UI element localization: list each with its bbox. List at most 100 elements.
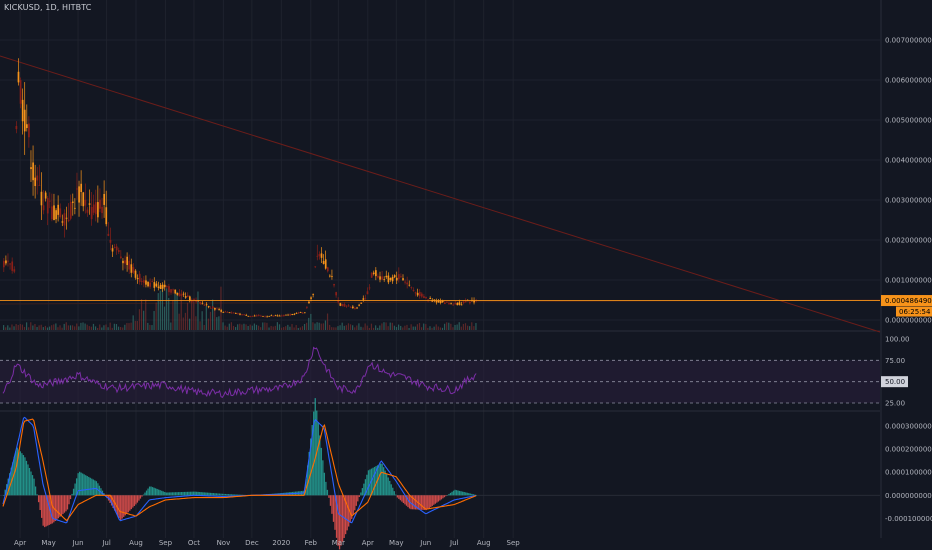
trendline [0, 55, 881, 333]
candle-body [364, 298, 367, 300]
rsi-line [2, 346, 477, 399]
macd-histogram-bar [88, 476, 90, 496]
volume-bar [101, 327, 103, 330]
candle-body [176, 292, 179, 295]
macd-histogram-bar [383, 467, 385, 496]
volume-bar [398, 324, 400, 330]
candle-body [406, 282, 409, 285]
macd-histogram-bar [63, 495, 66, 513]
candle-body [370, 272, 373, 278]
candle-body [368, 287, 371, 289]
price-axis-tick-label: 0.0050000000 [885, 117, 932, 125]
candle-body [435, 300, 438, 303]
macd-histogram-bar [130, 495, 132, 510]
macd-histogram-bar [22, 455, 25, 496]
volume-bar [109, 322, 111, 330]
candle-body [36, 175, 39, 181]
candle-body [418, 291, 421, 297]
macd-histogram-bar [136, 495, 139, 503]
macd-histogram-bar [91, 478, 93, 496]
candle-body [343, 303, 346, 307]
macd-histogram-bar [413, 495, 415, 510]
candle-body [264, 316, 266, 318]
candle-body [358, 304, 360, 306]
macd-histogram-bar [164, 491, 166, 496]
volume-bar [347, 323, 350, 330]
candle-body [349, 306, 352, 308]
macd-histogram-bar [325, 481, 327, 496]
volume-bar [421, 327, 423, 330]
volume-bar [105, 324, 107, 330]
candle-body [84, 199, 87, 206]
candle-body [362, 298, 365, 300]
macd-histogram-bar [332, 495, 335, 522]
macd-histogram-bar [437, 495, 440, 502]
volume-bar [117, 326, 120, 330]
volume-bar [264, 322, 266, 330]
candle-body [140, 281, 143, 282]
macd-histogram-bar [34, 486, 37, 496]
macd-histogram-bar [45, 495, 47, 527]
rsi-axis-tick-label: 100.00 [885, 336, 910, 344]
candle-body [214, 308, 216, 310]
volume-bar [94, 326, 97, 330]
macd-histogram-bar [202, 492, 204, 496]
volume-bar [184, 312, 187, 330]
macd-histogram-bar [21, 453, 23, 496]
candle-body [107, 233, 110, 236]
volume-bar [389, 322, 391, 330]
volume-bar [381, 323, 383, 330]
candle-body [391, 276, 394, 282]
volume-bar [289, 326, 291, 330]
macd-histogram-bar [320, 447, 322, 496]
macd-histogram-bar [349, 495, 351, 523]
volume-bar [65, 322, 67, 330]
volume-bar [243, 323, 245, 330]
volume-bar [214, 307, 216, 330]
time-axis-label: Apr [14, 539, 26, 547]
candle-body [109, 239, 112, 243]
volume-bar [103, 325, 105, 330]
macd-histogram-bar [65, 495, 67, 512]
candle-body [375, 270, 377, 277]
candle-body [42, 205, 45, 211]
volume-bar [234, 327, 237, 330]
volume-bar [358, 323, 360, 330]
volume-bar [435, 324, 437, 330]
macd-histogram-bar [118, 495, 120, 519]
volume-bar [61, 327, 63, 330]
macd-histogram-bar [62, 495, 64, 515]
candle-body [128, 260, 131, 270]
macd-histogram-bar [3, 495, 5, 496]
candle-body [55, 210, 57, 220]
macd-histogram-bar [189, 491, 192, 496]
volume-bar [157, 293, 159, 330]
macd-histogram-bar [361, 488, 364, 496]
candle-body [94, 202, 97, 215]
time-axis-label: 2020 [272, 539, 290, 547]
volume-bar [5, 327, 7, 330]
macd-histogram-bar [340, 495, 342, 546]
candle-body [421, 293, 423, 297]
volume-bar [130, 322, 132, 330]
macd-histogram-bar [16, 447, 18, 496]
macd-histogram-bar [135, 495, 137, 505]
candle-body [314, 266, 317, 268]
macd-histogram-bar [150, 486, 152, 496]
candle-body [352, 306, 354, 309]
volume-bar [335, 327, 337, 330]
volume-bar [324, 320, 327, 330]
macd-histogram-bar [25, 460, 28, 496]
candle-body [410, 287, 413, 288]
candle-body [46, 198, 49, 214]
price-axis-tick-label: 0.0060000000 [885, 77, 932, 85]
macd-histogram-bar [343, 495, 345, 538]
macd-histogram-bar [446, 495, 449, 496]
macd-histogram-bar [430, 495, 432, 507]
volume-bar [59, 325, 61, 330]
price-axis-tick-label: 0.0030000000 [885, 197, 932, 205]
macd-histogram-bar [317, 422, 319, 496]
macd-histogram-bar [212, 493, 215, 496]
candle-body [17, 71, 20, 83]
